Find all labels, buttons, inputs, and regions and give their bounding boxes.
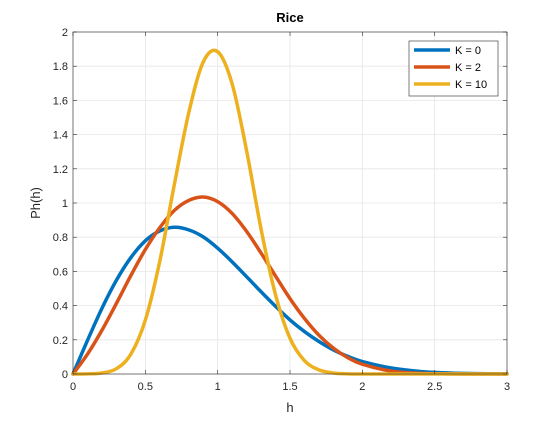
x-tick-label: 3 bbox=[504, 381, 510, 393]
y-tick-label: 1.8 bbox=[53, 61, 68, 73]
y-tick-label: 0 bbox=[62, 369, 68, 381]
legend-items: K = 0 K = 2 K = 10 bbox=[414, 45, 487, 91]
x-tick-label: 0.5 bbox=[138, 381, 153, 393]
y-tick-label: 1.6 bbox=[53, 95, 68, 107]
y-tick-label: 1.4 bbox=[53, 130, 68, 142]
y-tick-label: 0.6 bbox=[53, 266, 68, 278]
x-axis-label: h bbox=[286, 400, 293, 415]
legend-label-k-0: K = 0 bbox=[455, 45, 481, 57]
y-tick-label: 0.8 bbox=[53, 232, 68, 244]
y-tick-label: 2 bbox=[62, 27, 68, 39]
tick-labels: 0 0.5 1 1.5 2 2.5 3 0 0.2 0.4 0.6 0.8 1 1.2 1.4 1.6 1.8 2 bbox=[53, 27, 510, 393]
x-tick-label: 1.5 bbox=[282, 381, 297, 393]
y-tick-label: 0.4 bbox=[53, 301, 68, 313]
y-tick-label: 1 bbox=[62, 198, 68, 210]
x-tick-label: 0 bbox=[70, 381, 76, 393]
series-line-k-0 bbox=[71, 225, 509, 376]
x-tick-label: 2 bbox=[359, 381, 365, 393]
y-tick-label: 0.2 bbox=[53, 335, 68, 347]
ticks bbox=[72, 31, 508, 375]
legend-label-k-10: K = 10 bbox=[455, 79, 487, 91]
legend-label-k-2: K = 2 bbox=[455, 62, 481, 74]
legend: K = 0 K = 2 K = 10 bbox=[408, 40, 499, 97]
y-axis-label: Ph(h) bbox=[28, 187, 43, 219]
x-tick-label: 2.5 bbox=[427, 381, 442, 393]
chart-title: Rice bbox=[276, 10, 303, 25]
x-tick-label: 1 bbox=[215, 381, 221, 393]
y-tick-label: 1.2 bbox=[53, 164, 68, 176]
series-line-k-2 bbox=[71, 195, 509, 376]
